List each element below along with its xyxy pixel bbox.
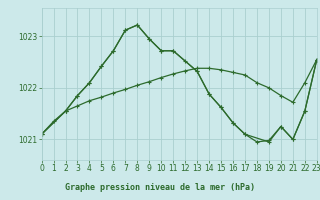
Text: Graphe pression niveau de la mer (hPa): Graphe pression niveau de la mer (hPa) (65, 183, 255, 192)
